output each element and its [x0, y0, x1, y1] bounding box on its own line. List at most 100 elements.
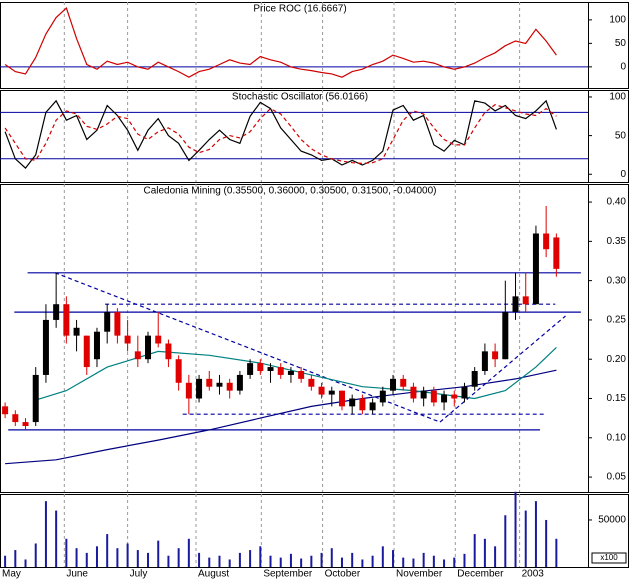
candle-body	[185, 382, 192, 399]
volume-bar	[208, 557, 211, 567]
candle-body	[481, 351, 488, 371]
unit-box	[591, 552, 627, 564]
volume-bar	[320, 552, 323, 567]
volume-bar	[228, 559, 231, 567]
volume-bar	[116, 548, 119, 567]
volume-bar	[289, 553, 292, 567]
candle-body	[124, 335, 131, 344]
candle-body	[338, 390, 345, 407]
candle-body	[216, 382, 223, 387]
x-tick-label: December	[457, 569, 504, 579]
y-tick-label: 100	[609, 14, 626, 25]
volume-bar	[218, 555, 221, 567]
panel-frame	[0, 494, 629, 568]
volume-bar	[524, 510, 527, 567]
x-tick-label: November	[396, 569, 443, 579]
candle-body	[53, 304, 60, 320]
y-tick-label: 0	[620, 169, 626, 180]
candle-body	[410, 386, 417, 399]
x-tick-label: July	[130, 569, 148, 579]
candle-body	[461, 386, 468, 399]
candle-body	[420, 390, 427, 399]
candle-body	[318, 386, 325, 395]
candle-body	[73, 327, 80, 336]
y-tick-label: 0.05	[607, 472, 627, 483]
volume-bar	[106, 534, 109, 567]
volume-bar	[453, 557, 456, 567]
volume-bar	[249, 550, 252, 567]
volume-bar	[545, 519, 548, 567]
volume-bar	[269, 555, 272, 567]
candle-body	[226, 382, 233, 391]
y-tick-label: 0.35	[607, 236, 627, 247]
volume-bar	[177, 548, 180, 567]
volume-bar	[504, 515, 507, 567]
candle-body	[471, 371, 478, 387]
volume-bar	[65, 538, 68, 567]
volume-bar	[24, 559, 27, 567]
panel-title: Caledonia Mining (0.35500, 0.36000, 0.30…	[143, 186, 436, 197]
candle-body	[502, 312, 509, 360]
panel-frame	[0, 90, 629, 183]
candle-body	[328, 390, 335, 395]
candle-body	[553, 237, 560, 269]
candle-body	[165, 343, 172, 360]
candle-body	[298, 371, 305, 379]
volume-bar	[147, 552, 150, 567]
volume-bar	[167, 555, 170, 567]
y-tick-label: 0.25	[607, 315, 627, 326]
candle-body	[543, 233, 550, 250]
candle-body	[369, 402, 376, 411]
volume-bar	[463, 553, 466, 567]
moving-average	[35, 346, 557, 401]
candle-body	[267, 367, 274, 371]
x-tick-label: June	[66, 569, 88, 579]
volume-bar	[443, 559, 446, 567]
volume-bar	[259, 546, 262, 567]
panel-title: Stochastic Oscillator (56.0166)	[232, 92, 368, 103]
candle-body	[451, 394, 458, 399]
unit-label: x100	[600, 553, 618, 562]
volume-bar	[238, 552, 241, 567]
y-tick-label: 50	[615, 38, 627, 49]
candle-body	[236, 374, 243, 391]
volume-bar	[157, 540, 160, 567]
y-tick-label: 0.20	[607, 354, 627, 365]
volume-bar	[198, 552, 201, 567]
candle-body	[277, 367, 284, 375]
volume-bar	[14, 550, 17, 567]
volume-bar	[55, 510, 58, 567]
y-tick-label: 0.40	[607, 197, 627, 208]
candle-body	[308, 378, 315, 387]
y-tick-label: 50	[615, 130, 627, 141]
candle-body	[134, 351, 141, 360]
candle-body	[349, 398, 356, 407]
volume-bar	[432, 555, 435, 567]
candle-body	[441, 394, 448, 403]
volume-bar	[95, 546, 98, 567]
candle-body	[257, 363, 264, 371]
candle-body	[532, 233, 539, 305]
candle-body	[63, 304, 70, 336]
x-tick-label: September	[263, 569, 313, 579]
volume-bar	[361, 559, 364, 567]
y-tick-label: 50000	[598, 515, 626, 526]
candle-body	[430, 390, 437, 403]
panel-title: Price ROC (16.6667)	[253, 4, 346, 15]
volume-bar	[44, 501, 47, 567]
volume-bar	[75, 548, 78, 567]
candle-body	[247, 363, 254, 375]
volume-bar	[300, 558, 303, 567]
y-tick-label: 100	[609, 92, 626, 103]
volume-bar	[4, 555, 7, 567]
candle-body	[155, 335, 162, 344]
panel-frame	[0, 2, 629, 89]
candle-body	[104, 312, 111, 332]
volume-bar	[514, 491, 517, 567]
volume-bar	[340, 557, 343, 567]
candle-body	[512, 296, 519, 313]
volume-bar	[136, 550, 139, 567]
y-tick-label: 0	[620, 61, 626, 72]
candle-body	[522, 296, 529, 305]
candle-body	[400, 378, 407, 387]
